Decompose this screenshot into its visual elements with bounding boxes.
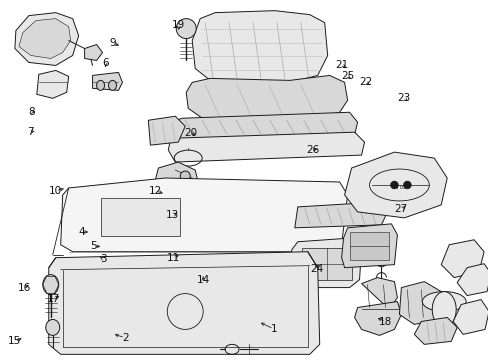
Text: 24: 24 [309,264,323,274]
Polygon shape [84,45,102,60]
Text: 10: 10 [49,186,62,196]
Text: 27: 27 [394,204,407,215]
Bar [349,232,388,260]
Text: 6: 6 [102,58,109,68]
Ellipse shape [108,80,116,90]
Text: 11: 11 [167,253,180,263]
Polygon shape [456,264,488,296]
Text: 12: 12 [149,186,162,196]
Text: 16: 16 [18,283,31,293]
Text: 2: 2 [122,333,128,343]
Bar [301,248,351,280]
Polygon shape [341,224,397,268]
Polygon shape [186,75,347,125]
Polygon shape [155,162,198,192]
Text: 3: 3 [100,254,106,264]
Polygon shape [452,300,488,334]
Polygon shape [294,202,386,228]
Ellipse shape [46,319,60,336]
Polygon shape [361,278,397,310]
Polygon shape [344,152,447,218]
Polygon shape [354,302,401,336]
Polygon shape [15,13,79,66]
Text: 15: 15 [8,336,21,346]
Text: 9: 9 [109,38,116,48]
Text: 21: 21 [335,59,348,69]
Text: 20: 20 [184,128,197,138]
Text: 7: 7 [27,127,33,136]
Text: 22: 22 [359,77,372,87]
Polygon shape [399,282,443,324]
Ellipse shape [431,292,455,328]
Polygon shape [49,252,319,354]
Polygon shape [440,240,483,278]
Polygon shape [61,178,347,252]
Ellipse shape [422,292,465,311]
Ellipse shape [389,181,398,189]
Polygon shape [413,318,456,345]
Polygon shape [289,238,361,288]
Ellipse shape [42,275,59,294]
Text: 14: 14 [196,275,209,285]
Ellipse shape [176,19,196,39]
Ellipse shape [96,80,104,90]
Polygon shape [375,184,416,210]
Polygon shape [192,11,327,85]
Text: 04 05: 04 05 [391,185,406,190]
Text: 1: 1 [270,324,277,334]
Bar [101,198,180,236]
Text: 25: 25 [341,71,354,81]
Text: 4: 4 [78,227,84,237]
Polygon shape [92,72,122,90]
Polygon shape [37,71,68,98]
Text: 8: 8 [28,107,34,117]
Text: 23: 23 [397,93,410,103]
Ellipse shape [403,181,410,189]
Text: 5: 5 [90,241,97,251]
Polygon shape [19,19,71,58]
Text: 26: 26 [305,144,319,154]
Polygon shape [168,132,364,162]
Text: 19: 19 [172,20,185,30]
Text: 18: 18 [378,317,391,327]
Polygon shape [148,116,185,145]
Text: 17: 17 [47,294,60,304]
Text: 13: 13 [165,210,179,220]
Polygon shape [175,112,357,140]
Ellipse shape [180,171,190,181]
